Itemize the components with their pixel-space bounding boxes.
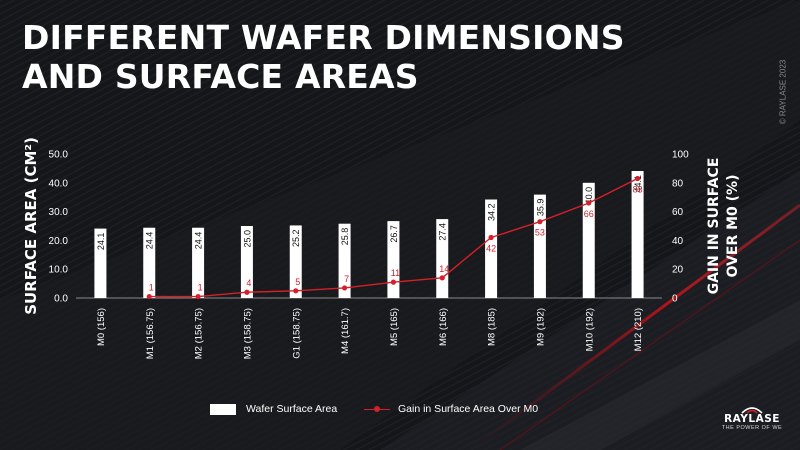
legend-bar-swatch bbox=[210, 403, 236, 415]
x-tick-label: M2 (156.75) bbox=[194, 308, 205, 359]
x-tick-label: M0 (156) bbox=[96, 308, 107, 346]
bar-value-label: 25.0 bbox=[242, 230, 252, 248]
gain-point bbox=[390, 279, 397, 285]
bar bbox=[240, 226, 253, 298]
gain-point bbox=[195, 293, 201, 300]
logo-arc-icon bbox=[741, 407, 763, 414]
gain-point bbox=[537, 219, 543, 225]
gain-value-label: 42 bbox=[486, 244, 496, 254]
bar-value-label: 35.9 bbox=[535, 199, 545, 217]
gain-point bbox=[293, 288, 299, 294]
gain-value-label: 5 bbox=[295, 277, 300, 287]
bar-value-label: 26.7 bbox=[389, 225, 399, 243]
gain-point bbox=[146, 293, 152, 300]
bar bbox=[94, 228, 107, 298]
y2-tick-label: 20 bbox=[672, 265, 684, 276]
x-tick-label: M5 (165) bbox=[389, 308, 400, 346]
gain-value-label: 14 bbox=[439, 264, 449, 274]
bar-value-label: 44.1 bbox=[633, 175, 643, 193]
bar bbox=[631, 170, 644, 298]
gain-point bbox=[488, 234, 494, 241]
gain-point bbox=[634, 175, 641, 182]
y2-axis-title-line-1: GAIN IN SURFACE bbox=[706, 158, 722, 295]
legend-line-swatch bbox=[364, 404, 390, 415]
bar bbox=[582, 182, 595, 298]
y2-tick-label: 80 bbox=[672, 178, 684, 189]
raylase-logo: RAYLASE THE POWER OF WE bbox=[721, 406, 783, 432]
bar-value-label: 25.8 bbox=[340, 228, 350, 246]
y-tick-label: 0.0 bbox=[54, 294, 68, 305]
bar-value-label: 27.4 bbox=[438, 223, 448, 241]
bar-value-label: 40.0 bbox=[584, 187, 594, 205]
bar-value-label: 24.4 bbox=[194, 232, 204, 250]
bar bbox=[338, 223, 351, 298]
x-tick-label: M10 (192) bbox=[584, 308, 595, 351]
gain-value-label: 83 bbox=[633, 184, 643, 194]
x-tick-label: G1 (158.75) bbox=[291, 308, 302, 359]
bar bbox=[289, 225, 302, 298]
legend-label-line: Gain in Surface Area Over M0 bbox=[398, 403, 539, 415]
y-tick-label: 30.0 bbox=[49, 207, 69, 218]
x-tick-label: M6 (166) bbox=[438, 308, 449, 346]
logo-name: RAYLASE bbox=[724, 413, 780, 425]
gain-value-label: 7 bbox=[344, 274, 349, 284]
y2-tick-label: 0 bbox=[672, 294, 678, 305]
bar-value-label: 24.1 bbox=[96, 233, 106, 251]
gain-value-label: 1 bbox=[198, 283, 203, 293]
x-tick-label: M4 (161.7) bbox=[340, 308, 351, 354]
legend-item-bars: Wafer Surface Area bbox=[210, 403, 337, 415]
y2-tick-label: 60 bbox=[672, 207, 684, 218]
y2-tick-label: 100 bbox=[672, 150, 689, 161]
gain-value-label: 53 bbox=[535, 228, 545, 238]
gain-value-label: 66 bbox=[584, 209, 594, 219]
y2-tick-label: 40 bbox=[672, 236, 684, 247]
gain-point bbox=[244, 289, 250, 295]
x-tick-label: M12 (210) bbox=[633, 308, 644, 351]
legend-item-line: Gain in Surface Area Over M0 bbox=[364, 403, 538, 415]
gain-point bbox=[586, 200, 592, 206]
legend: Wafer Surface Area Gain in Surface Area … bbox=[0, 403, 800, 417]
bar-value-label: 25.2 bbox=[291, 229, 301, 247]
bar bbox=[143, 227, 156, 298]
y2-axis-title-line-2: OVER M0 (%) bbox=[725, 175, 741, 278]
slide-title-line-2: AND SURFACE AREAS bbox=[22, 57, 419, 96]
bar-value-label: 34.2 bbox=[487, 204, 497, 222]
gain-value-label: 4 bbox=[246, 278, 251, 288]
bar bbox=[387, 221, 400, 298]
y-tick-label: 40.0 bbox=[49, 178, 69, 189]
x-tick-label: M1 (156.75) bbox=[145, 308, 156, 359]
x-tick-label: M9 (192) bbox=[535, 308, 546, 346]
gain-value-label: 1 bbox=[149, 283, 154, 293]
y-axis-title: SURFACE AREA (CM²) bbox=[22, 137, 40, 315]
bar bbox=[485, 199, 498, 298]
y-tick-label: 50.0 bbox=[49, 150, 69, 161]
x-tick-label: M3 (158.75) bbox=[242, 308, 253, 359]
y-tick-label: 20.0 bbox=[49, 236, 69, 247]
bar bbox=[192, 227, 205, 298]
bar-value-label: 24.4 bbox=[145, 232, 155, 250]
copyright-text: © RAYLASE 2023 bbox=[778, 59, 788, 125]
gain-value-label: 11 bbox=[391, 268, 400, 278]
y-tick-label: 10.0 bbox=[49, 265, 69, 276]
slide-title: DIFFERENT WAFER DIMENSIONS AND SURFACE A… bbox=[22, 18, 625, 96]
gain-point bbox=[439, 275, 445, 281]
logo-tagline: THE POWER OF WE bbox=[721, 425, 783, 431]
gain-point bbox=[341, 285, 348, 291]
x-tick-label: M8 (185) bbox=[487, 308, 498, 346]
legend-label-bars: Wafer Surface Area bbox=[246, 403, 338, 415]
slide-title-line-1: DIFFERENT WAFER DIMENSIONS bbox=[22, 18, 625, 57]
